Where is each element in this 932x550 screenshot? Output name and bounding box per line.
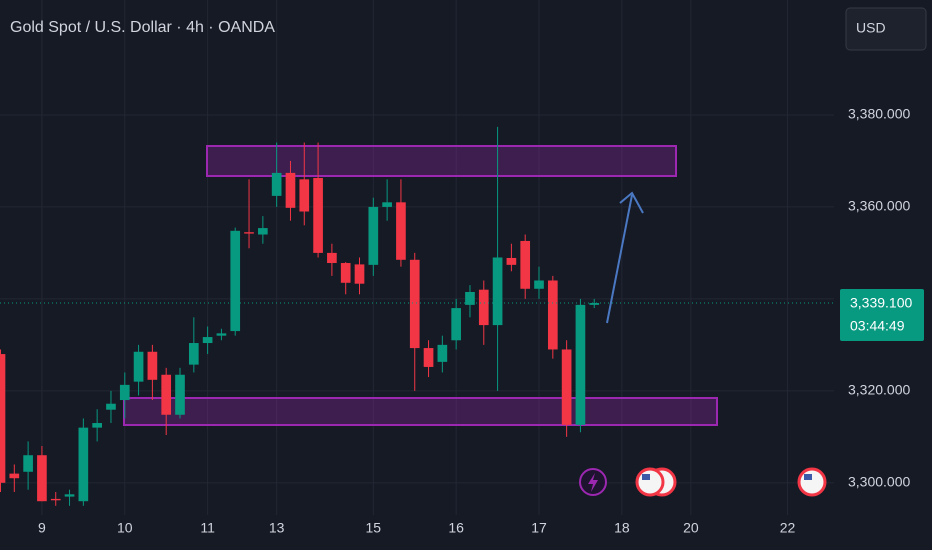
y-tick-label: 3,380.000 <box>848 106 910 122</box>
candle-body <box>175 374 185 415</box>
candle-body <box>216 333 227 336</box>
x-tick-label: 10 <box>117 520 133 536</box>
x-tick-label: 18 <box>614 520 630 536</box>
y-tick-label: 3,360.000 <box>848 198 910 214</box>
candle-body <box>258 228 268 235</box>
x-tick-label: 15 <box>366 520 382 536</box>
x-tick-label: 16 <box>448 520 464 536</box>
candle-body <box>465 291 475 305</box>
countdown-label: 03:44:49 <box>850 318 905 334</box>
candle-body <box>188 343 199 365</box>
candle-body <box>119 384 130 401</box>
x-tick-label: 11 <box>200 520 215 536</box>
candle-body <box>64 494 75 497</box>
candle-body <box>382 202 392 207</box>
candle-body <box>451 308 461 341</box>
event-icons <box>579 467 827 497</box>
candle-body <box>340 263 351 283</box>
event-icon[interactable] <box>797 467 827 497</box>
lightning <box>588 473 598 492</box>
x-tick-label: 13 <box>269 520 285 536</box>
candle-body <box>244 232 254 234</box>
candle-body <box>23 455 33 472</box>
candle-body <box>133 351 144 382</box>
candle-body <box>230 230 241 332</box>
candle-body <box>506 257 517 265</box>
projection-arrow <box>606 191 644 324</box>
candle-body <box>478 289 489 326</box>
candle-body <box>561 349 572 425</box>
candle-body <box>437 344 448 362</box>
candle-body <box>147 351 158 380</box>
resistance-zone <box>206 145 677 177</box>
y-tick-label: 3,300.000 <box>848 474 910 490</box>
grid <box>0 0 834 515</box>
candle-body <box>313 177 323 253</box>
candle-body <box>520 240 531 289</box>
x-tick-label: 9 <box>38 520 46 536</box>
last-price-tag <box>840 289 924 342</box>
last-price-label: 3,339.100 <box>850 295 912 311</box>
candle-body <box>547 280 558 350</box>
candle-body <box>368 206 379 265</box>
candle-body <box>161 374 172 415</box>
candle-body <box>50 498 61 501</box>
candle-body <box>202 337 213 344</box>
candle-body <box>271 172 282 196</box>
support-zone <box>123 397 718 426</box>
currency-label: USD <box>856 20 886 36</box>
y-tick-label: 3,320.000 <box>848 382 910 398</box>
candle-body <box>354 264 365 284</box>
axes: 3,300.000 3,320.000 3,360.000 3,380.000 9 10 1… <box>0 106 924 536</box>
event-icon[interactable] <box>635 467 665 497</box>
candle-body <box>409 259 420 349</box>
x-tick-label: 22 <box>780 520 796 536</box>
candle-body <box>396 202 406 260</box>
candle-body <box>327 252 337 264</box>
x-tick-label: 20 <box>683 520 699 536</box>
arrow-head <box>619 191 644 214</box>
x-tick-label: 17 <box>531 520 547 536</box>
arrow-shaft <box>606 194 633 324</box>
candle-body <box>285 172 296 208</box>
candles <box>0 126 600 506</box>
candle-body <box>0 354 6 483</box>
candle-body <box>299 179 310 212</box>
candle-body <box>423 348 434 367</box>
flag-canton <box>642 474 650 480</box>
flag-canton <box>804 474 812 480</box>
candle-body <box>492 257 503 326</box>
candle-body <box>9 473 20 479</box>
candle-body <box>106 403 116 410</box>
currency-button[interactable] <box>845 7 927 51</box>
candle-body <box>78 427 89 502</box>
candle-body <box>534 280 544 289</box>
candle-body <box>37 455 47 502</box>
candle-body <box>589 303 600 305</box>
chart-title: Gold Spot / U.S. Dollar · 4h · OANDA <box>10 19 275 36</box>
candle-body <box>92 423 102 428</box>
candle-body <box>575 304 586 425</box>
